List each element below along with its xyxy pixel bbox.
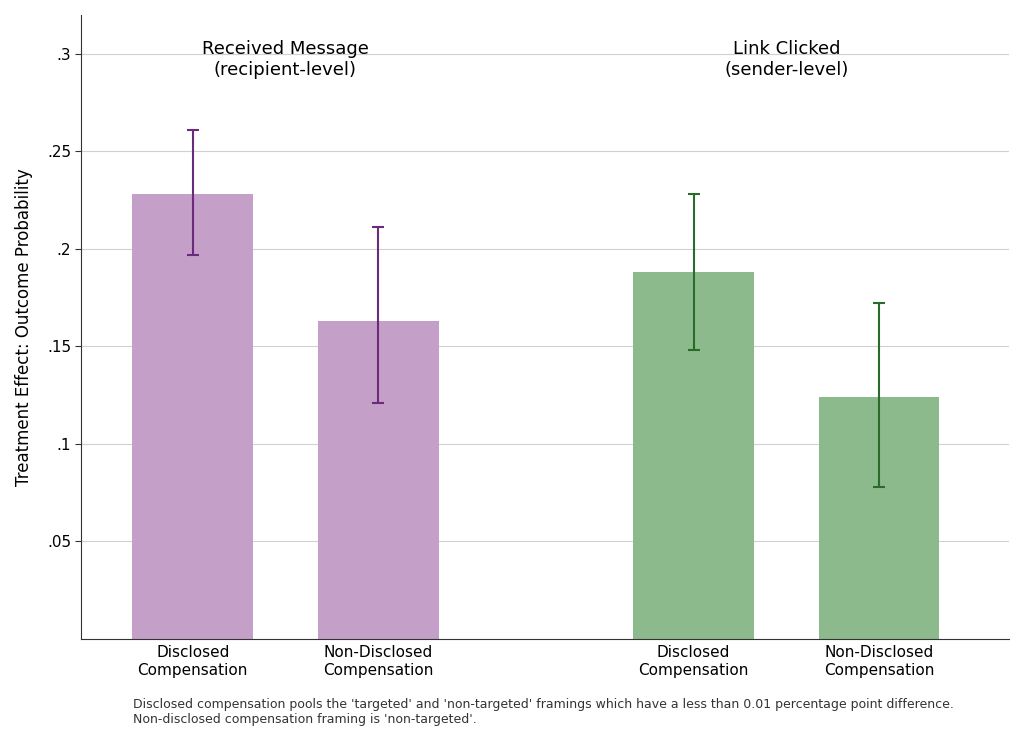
- Bar: [132, 194, 253, 638]
- Y-axis label: Treatment Effect: Outcome Probability: Treatment Effect: Outcome Probability: [15, 168, 33, 486]
- Bar: [318, 321, 438, 638]
- Bar: [819, 397, 939, 638]
- Text: Disclosed compensation pools the 'targeted' and 'non-targeted' framings which ha: Disclosed compensation pools the 'target…: [133, 698, 954, 726]
- Bar: [633, 272, 754, 638]
- Text: Link Clicked
(sender-level): Link Clicked (sender-level): [724, 40, 849, 79]
- Text: Received Message
(recipient-level): Received Message (recipient-level): [202, 40, 369, 79]
